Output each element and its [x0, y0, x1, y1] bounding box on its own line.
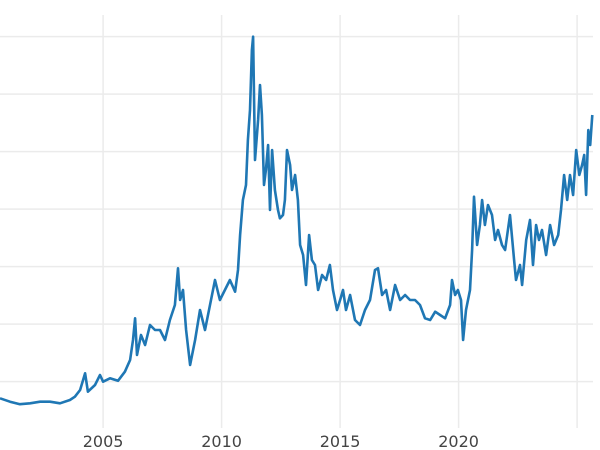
- series-line: [0, 35, 594, 406]
- x-tick-label: 2005: [83, 432, 124, 450]
- gridlines: [0, 15, 593, 428]
- x-tick-label: 2020: [438, 432, 479, 450]
- x-tick-label: 2010: [201, 432, 242, 450]
- x-axis-ticks: 2005 2010 2015 2020: [83, 432, 479, 450]
- x-tick-label: 2015: [320, 432, 361, 450]
